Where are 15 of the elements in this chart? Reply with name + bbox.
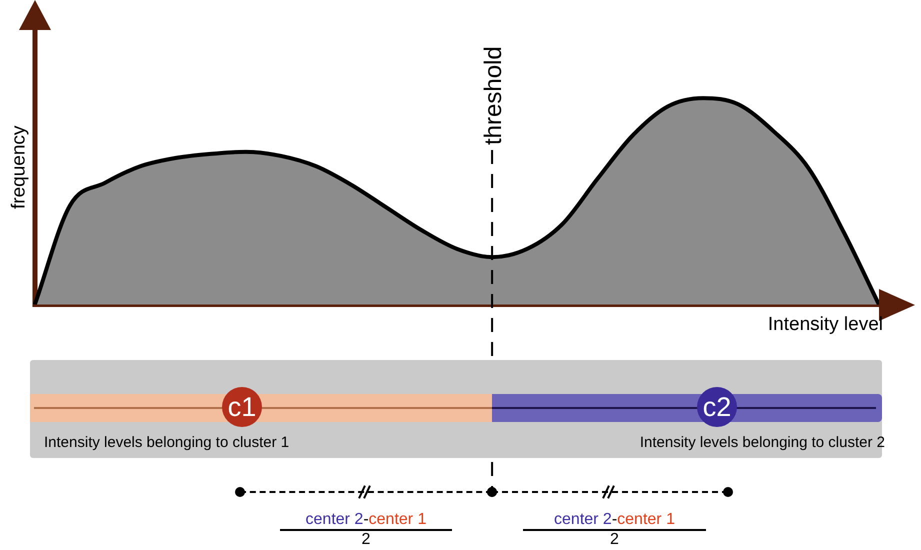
text: center 1	[617, 511, 675, 528]
annotation: threshold	[480, 46, 508, 145]
text: Intensity levels belonging to cluster 2	[640, 433, 885, 453]
text: center 1	[368, 511, 426, 528]
text: -	[363, 511, 369, 528]
text: 2	[610, 531, 619, 549]
text: -	[612, 511, 618, 528]
text: Intensity levels belonging to cluster 1	[44, 433, 290, 453]
text: center 2	[554, 511, 612, 528]
text: center 2	[306, 511, 364, 528]
y-axis-title: frequency	[8, 125, 30, 210]
text: c2	[702, 392, 732, 422]
text: 2	[362, 531, 370, 549]
x-axis-title: Intensity level	[768, 314, 883, 335]
text: c1	[228, 392, 256, 422]
